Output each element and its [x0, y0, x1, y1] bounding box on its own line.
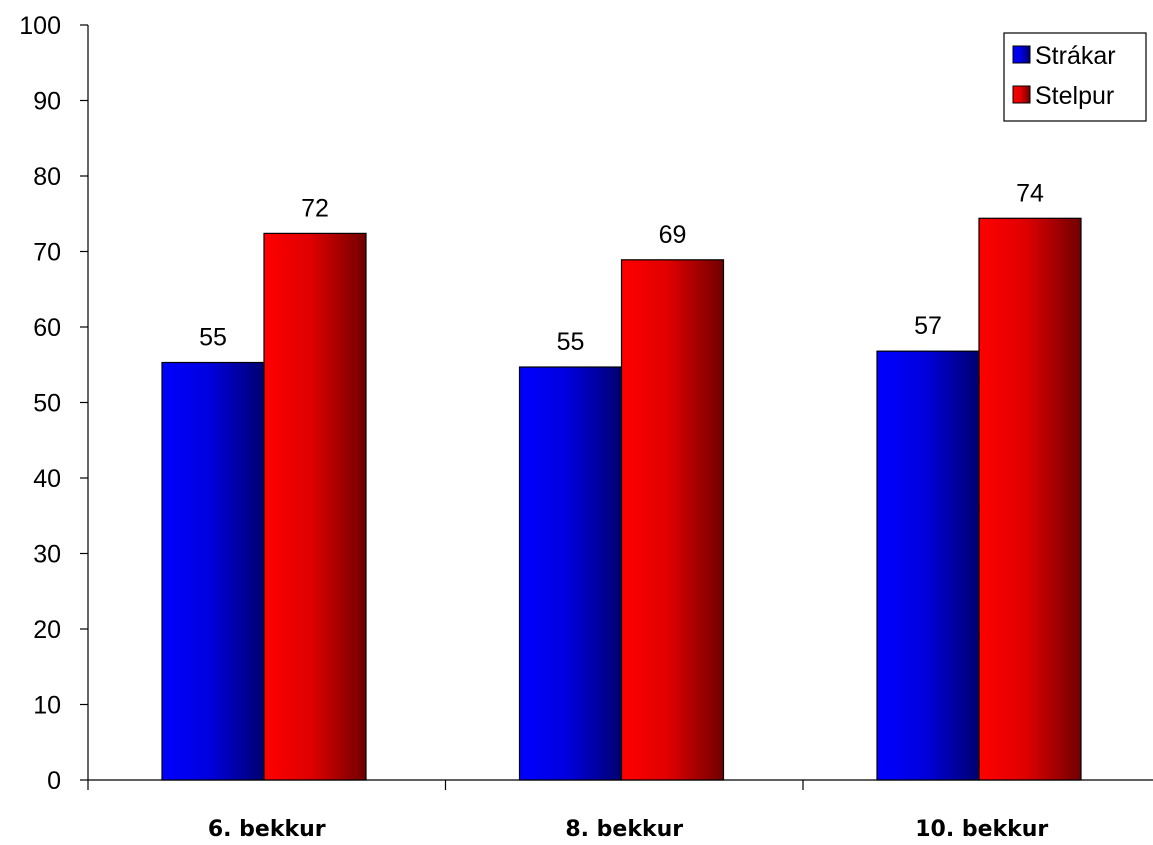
y-tick-label: 0 — [47, 767, 61, 795]
data-label: 55 — [199, 323, 227, 351]
data-label: 55 — [557, 328, 585, 356]
y-tick-label: 30 — [33, 541, 61, 569]
legend-swatch — [1012, 85, 1031, 104]
data-label: 69 — [659, 221, 687, 249]
x-category-label: 10. bekkur — [915, 817, 1048, 842]
bar-strakar — [518, 366, 623, 781]
y-tick-label: 40 — [33, 465, 61, 493]
bar-stelpur — [978, 217, 1082, 781]
legend-label: Strákar — [1035, 42, 1116, 70]
y-tick-label: 80 — [33, 163, 61, 191]
legend-swatch — [1012, 45, 1031, 64]
legend-label: Stelpur — [1035, 82, 1114, 110]
data-label: 57 — [914, 312, 942, 340]
y-tick-label: 60 — [33, 314, 61, 342]
bar-strakar — [161, 361, 265, 781]
data-label: 72 — [301, 194, 329, 222]
y-tick-label: 90 — [33, 88, 61, 116]
y-tick-label: 10 — [33, 692, 61, 720]
y-tick-label: 100 — [19, 12, 61, 40]
bars — [161, 217, 1082, 781]
y-tick-label: 70 — [33, 239, 61, 267]
bar-strakar — [876, 350, 980, 781]
bar-stelpur — [620, 259, 725, 781]
data-labels: 55 55 57 72 69 74 — [199, 179, 1044, 356]
axes: 0 10 20 30 40 50 60 70 80 90 100 6. bekkur 8. bekkur… — [19, 12, 1153, 842]
y-tick-label: 50 — [33, 390, 61, 418]
legend: Strákar Stelpur — [1003, 32, 1147, 122]
y-tick-label: 20 — [33, 616, 61, 644]
x-category-label: 8. bekkur — [565, 817, 683, 842]
data-label: 74 — [1016, 179, 1044, 207]
bar-stelpur — [263, 232, 367, 781]
x-category-label: 6. bekkur — [208, 817, 326, 842]
